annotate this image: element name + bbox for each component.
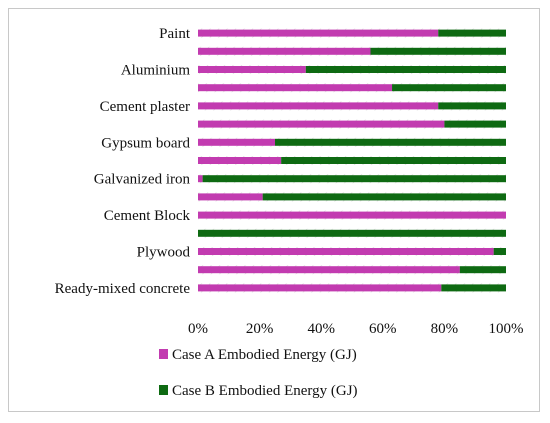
- bar-segment-case-b: [392, 84, 506, 92]
- bar-segment-case-a: [198, 211, 506, 219]
- legend-swatch: [159, 385, 168, 395]
- bar-segment-case-a: [198, 193, 263, 201]
- category-label: Ready-mixed concrete: [55, 281, 191, 297]
- bar-segment-case-a: [198, 138, 275, 146]
- bar-segment-case-a: [198, 84, 393, 92]
- bar-segment-case-b: [275, 138, 506, 146]
- bar-segment-case-b: [202, 175, 506, 183]
- chart-frame: Paint Aluminium Cement plaster Gypsum board…: [8, 8, 540, 412]
- bar-segment-case-a: [198, 120, 445, 128]
- bar-segment-case-b: [438, 29, 506, 37]
- category-labels: Paint Aluminium Cement plaster Gypsum board…: [55, 26, 191, 297]
- category-label: Cement Block: [104, 208, 191, 224]
- bar-segment-case-a: [198, 47, 371, 55]
- bar-segment-case-b: [198, 229, 506, 237]
- bar-segment-case-a: [198, 66, 306, 73]
- x-axis-tick-labels: 0% 20% 40% 60% 80% 100%: [188, 321, 524, 337]
- x-tick-label: 100%: [489, 321, 524, 337]
- bar-segment-case-a: [198, 284, 442, 292]
- bar-segment-case-a: [198, 248, 494, 255]
- legend-label: Case A Embodied Energy (GJ): [172, 347, 357, 363]
- bar-segment-case-b: [459, 266, 506, 274]
- category-label: Paint: [159, 26, 191, 42]
- category-label: Galvanized iron: [94, 172, 191, 188]
- bar-segment-case-a: [198, 266, 460, 274]
- bar-segment-case-a: [198, 157, 282, 164]
- bar-segment-case-b: [305, 66, 506, 73]
- category-label: Gypsum board: [101, 135, 190, 151]
- bar-segment-case-b: [370, 47, 506, 55]
- bar-segment-case-b: [493, 248, 506, 255]
- category-label: Cement plaster: [100, 99, 190, 115]
- bar-segment-case-a: [198, 102, 439, 110]
- legend: Case A Embodied Energy (GJ) Case B Embodi…: [159, 347, 358, 399]
- bar-segment-case-a: [198, 29, 439, 37]
- stacked-bar-chart: Paint Aluminium Cement plaster Gypsum board…: [55, 26, 524, 399]
- category-label: Aluminium: [121, 63, 191, 79]
- x-tick-label: 80%: [431, 321, 459, 337]
- bars-group: [198, 29, 506, 292]
- bar-segment-case-b: [441, 284, 506, 292]
- bar-segment-case-b: [444, 120, 506, 128]
- x-tick-label: 0%: [188, 321, 208, 337]
- legend-label: Case B Embodied Energy (GJ): [172, 383, 358, 399]
- bar-segment-case-b: [281, 157, 506, 164]
- bar-segment-case-b: [438, 102, 506, 110]
- bar-segment-case-a: [198, 175, 203, 183]
- x-tick-label: 60%: [369, 321, 397, 337]
- category-label: Plywood: [137, 245, 191, 261]
- x-tick-label: 20%: [246, 321, 274, 337]
- legend-swatch: [159, 349, 168, 359]
- x-tick-label: 40%: [307, 321, 335, 337]
- bar-segment-case-b: [262, 193, 506, 201]
